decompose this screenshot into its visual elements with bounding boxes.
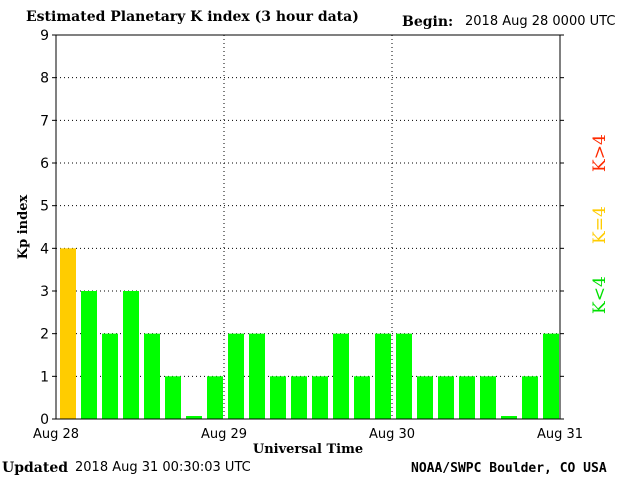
plot-frame — [55, 34, 561, 420]
x-axis-ticks: Aug 28 Aug 29 Aug 30 Aug 31 — [33, 427, 583, 442]
begin-value: 2018 Aug 28 0000 UTC — [465, 14, 616, 29]
kp-bar — [207, 376, 223, 419]
kp-bar — [291, 376, 307, 419]
chart-bars — [60, 248, 559, 419]
kp-bar — [270, 376, 286, 419]
kp-bar — [501, 416, 517, 419]
kp-bar — [459, 376, 475, 419]
chart-title: Estimated Planetary K index (3 hour data… — [26, 9, 359, 25]
kp-bar — [102, 333, 118, 419]
kp-bar — [354, 376, 370, 419]
x-tick-label: Aug 29 — [201, 427, 247, 442]
kp-bar — [396, 333, 412, 419]
kp-bar — [438, 376, 454, 419]
kp-bar — [375, 333, 391, 419]
kp-bar — [522, 376, 538, 419]
x-axis-label: Universal Time — [253, 442, 363, 457]
kp-bar — [228, 333, 244, 419]
kp-bar — [186, 416, 202, 419]
kp-bar — [165, 376, 181, 419]
kp-bar — [333, 333, 349, 419]
kp-bar — [60, 248, 76, 419]
credit-text: NOAA/SWPC Boulder, CO USA — [411, 461, 607, 476]
updated-value: 2018 Aug 31 00:30:03 UTC — [75, 460, 251, 475]
y-axis-label: Kp index — [16, 195, 31, 260]
kp-bar — [417, 376, 433, 419]
y-tick-label: 7 — [40, 113, 49, 129]
y-tick-label: 1 — [40, 369, 49, 385]
legend-k-equal-4: K=4 — [590, 206, 610, 244]
begin-label: Begin: — [402, 14, 454, 30]
y-axis-ticks: 0 1 2 3 4 5 6 7 8 9 — [40, 28, 564, 428]
kp-bar — [144, 333, 160, 419]
x-tick-label: Aug 30 — [369, 427, 415, 442]
kp-bar — [81, 291, 97, 419]
y-tick-label: 5 — [40, 199, 49, 215]
y-tick-label: 6 — [40, 156, 49, 172]
kp-bar — [123, 291, 139, 419]
kp-bar — [543, 333, 559, 419]
y-tick-label: 8 — [40, 71, 49, 87]
kp-bar — [312, 376, 328, 419]
x-tick-label: Aug 28 — [33, 427, 79, 442]
legend-k-greater-4: K>4 — [590, 134, 610, 172]
y-tick-label: 4 — [40, 241, 49, 257]
x-tick-label: Aug 31 — [537, 427, 583, 442]
y-tick-label: 2 — [40, 327, 49, 343]
kp-bar — [480, 376, 496, 419]
y-tick-label: 3 — [40, 284, 49, 300]
legend-k-less-4: K<4 — [590, 276, 610, 314]
kp-bar — [249, 333, 265, 419]
updated-label: Updated — [2, 460, 69, 476]
y-tick-label: 9 — [40, 28, 49, 44]
y-tick-label: 0 — [40, 412, 49, 428]
